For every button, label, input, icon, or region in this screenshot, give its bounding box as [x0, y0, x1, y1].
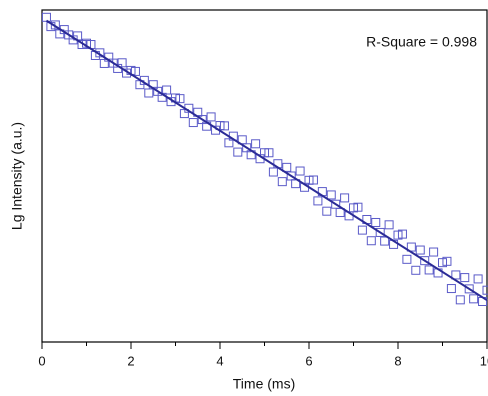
data-point: [264, 148, 274, 158]
data-point: [175, 94, 185, 104]
x-tick-label: 8: [394, 353, 401, 368]
data-point: [282, 162, 292, 172]
data-point: [446, 284, 456, 294]
data-point: [322, 206, 332, 216]
data-point: [397, 229, 407, 239]
data-point: [366, 236, 376, 246]
data-point: [219, 121, 229, 131]
data-point: [429, 247, 439, 257]
data-point: [268, 167, 278, 177]
data-point: [402, 254, 412, 264]
data-point: [420, 256, 430, 266]
annotation: R-Square = 0.998: [366, 34, 477, 50]
data-point: [162, 85, 172, 95]
data-point: [206, 112, 216, 122]
data-point: [451, 270, 461, 280]
data-point: [308, 175, 318, 185]
data-point: [424, 265, 434, 275]
data-point: [384, 220, 394, 230]
data-point: [411, 265, 421, 275]
data-point: [144, 88, 154, 98]
data-point: [117, 58, 127, 68]
data-point: [371, 217, 381, 227]
x-axis-title: Time (ms): [233, 376, 295, 392]
data-point: [335, 208, 345, 218]
fit-line: [45, 19, 488, 302]
data-point: [442, 256, 452, 266]
data-point: [295, 166, 305, 176]
data-point: [326, 190, 336, 200]
x-tick-label: 2: [127, 353, 134, 368]
data-point: [482, 285, 488, 295]
x-tick-label: 10: [480, 353, 488, 368]
data-point: [233, 147, 243, 157]
data-point: [340, 193, 350, 203]
data-point: [415, 245, 425, 255]
data-point: [357, 225, 367, 235]
data-point: [469, 294, 479, 304]
data-point: [380, 236, 390, 246]
x-tick-label: 6: [305, 353, 312, 368]
data-point: [464, 284, 474, 294]
data-point: [50, 20, 60, 30]
data-point: [455, 295, 465, 305]
data-point: [251, 139, 261, 149]
data-point: [188, 118, 198, 128]
data-point: [375, 227, 385, 237]
x-tick-label: 4: [216, 353, 223, 368]
data-point: [313, 196, 323, 206]
data-point: [277, 177, 287, 187]
data-point: [460, 273, 470, 283]
data-point: [353, 202, 363, 212]
data-point: [473, 274, 483, 284]
data-point: [41, 12, 51, 22]
data-point: [130, 66, 140, 76]
x-tick-label: 0: [38, 353, 45, 368]
y-axis-title: Lg Intensity (a.u.): [9, 122, 25, 230]
